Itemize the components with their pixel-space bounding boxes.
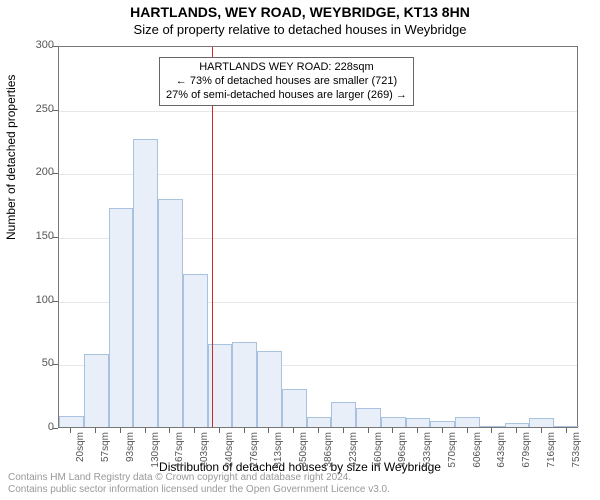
x-tick-mark (120, 428, 121, 433)
x-tick-mark (368, 428, 369, 433)
histogram-bar (505, 423, 530, 427)
x-tick-mark (467, 428, 468, 433)
histogram-bar (381, 417, 406, 427)
histogram-chart: HARTLANDS WEY ROAD: 228sqm ← 73% of deta… (58, 46, 578, 428)
histogram-bar (356, 408, 381, 427)
x-tick-mark (169, 428, 170, 433)
x-tick-mark (516, 428, 517, 433)
histogram-bar (133, 139, 158, 427)
histogram-bar (554, 426, 579, 427)
y-tick-label: 50 (26, 357, 54, 369)
y-tick-mark (53, 364, 58, 365)
x-tick-mark (392, 428, 393, 433)
x-tick-label: 679sqm (521, 432, 532, 482)
x-tick-label: 716sqm (546, 432, 557, 482)
y-tick-label: 100 (26, 294, 54, 306)
x-tick-mark (442, 428, 443, 433)
x-tick-label: 276sqm (249, 432, 260, 482)
y-tick-mark (53, 110, 58, 111)
histogram-bar (406, 418, 431, 427)
x-tick-label: 20sqm (75, 432, 86, 482)
histogram-bar (430, 421, 455, 427)
y-tick-mark (53, 428, 58, 429)
histogram-bar (84, 354, 109, 427)
x-tick-mark (541, 428, 542, 433)
x-tick-mark (417, 428, 418, 433)
x-tick-label: 130sqm (150, 432, 161, 482)
x-tick-mark (145, 428, 146, 433)
x-tick-label: 460sqm (373, 432, 384, 482)
histogram-bar (529, 418, 554, 427)
x-tick-mark (268, 428, 269, 433)
x-tick-label: 423sqm (348, 432, 359, 482)
x-tick-label: 313sqm (273, 432, 284, 482)
page-subtitle: Size of property relative to detached ho… (0, 20, 600, 37)
x-tick-label: 57sqm (100, 432, 111, 482)
histogram-bar (59, 416, 84, 427)
page-title: HARTLANDS, WEY ROAD, WEYBRIDGE, KT13 8HN (0, 0, 600, 20)
x-tick-label: 496sqm (397, 432, 408, 482)
gridline (59, 111, 577, 112)
x-tick-mark (95, 428, 96, 433)
x-tick-mark (566, 428, 567, 433)
x-tick-mark (70, 428, 71, 433)
histogram-bar (307, 417, 332, 427)
y-tick-mark (53, 46, 58, 47)
annotation-line-3: 27% of semi-detached houses are larger (… (166, 89, 407, 103)
footer-line-2: Contains public sector information licen… (8, 484, 390, 496)
x-tick-label: 203sqm (199, 432, 210, 482)
x-tick-mark (343, 428, 344, 433)
x-tick-label: 643sqm (496, 432, 507, 482)
x-tick-label: 240sqm (224, 432, 235, 482)
x-tick-label: 167sqm (174, 432, 185, 482)
x-tick-mark (293, 428, 294, 433)
histogram-bar (331, 402, 356, 427)
y-tick-label: 150 (26, 230, 54, 242)
y-tick-mark (53, 301, 58, 302)
x-tick-mark (194, 428, 195, 433)
histogram-bar (282, 389, 307, 427)
histogram-bar (232, 342, 257, 427)
x-tick-label: 533sqm (422, 432, 433, 482)
histogram-bar (158, 199, 183, 427)
x-tick-mark (318, 428, 319, 433)
x-tick-label: 350sqm (298, 432, 309, 482)
histogram-bar (480, 426, 505, 427)
annotation-line-1: HARTLANDS WEY ROAD: 228sqm (166, 61, 407, 75)
histogram-bar (183, 274, 208, 427)
x-tick-label: 606sqm (472, 432, 483, 482)
y-tick-label: 0 (26, 421, 54, 433)
x-tick-mark (219, 428, 220, 433)
y-tick-mark (53, 237, 58, 238)
x-tick-label: 570sqm (447, 432, 458, 482)
histogram-bar (257, 351, 282, 427)
histogram-bar (455, 417, 480, 427)
annotation-line-2: ← 73% of detached houses are smaller (72… (166, 75, 407, 89)
x-tick-label: 753sqm (571, 432, 582, 482)
y-tick-label: 300 (26, 39, 54, 51)
x-tick-label: 93sqm (125, 432, 136, 482)
y-tick-mark (53, 173, 58, 174)
annotation-box: HARTLANDS WEY ROAD: 228sqm ← 73% of deta… (159, 57, 414, 106)
x-tick-mark (491, 428, 492, 433)
x-tick-mark (244, 428, 245, 433)
x-tick-label: 386sqm (323, 432, 334, 482)
y-tick-label: 250 (26, 103, 54, 115)
y-tick-label: 200 (26, 166, 54, 178)
histogram-bar (109, 208, 134, 427)
y-axis-label: Number of detached properties (4, 75, 18, 240)
